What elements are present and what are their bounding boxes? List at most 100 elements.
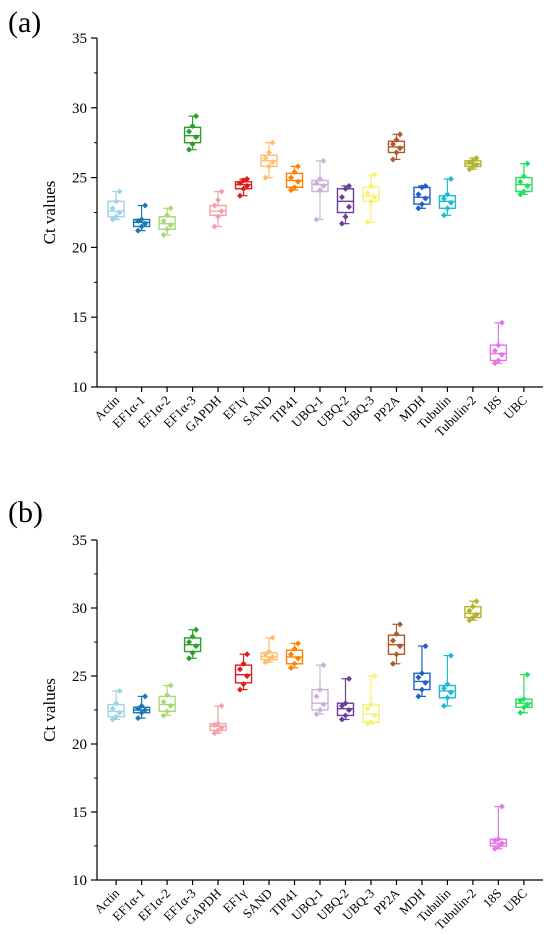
data-point	[345, 182, 352, 189]
data-point	[498, 840, 505, 847]
data-point	[320, 157, 327, 164]
y-axis-label: Ct values	[40, 181, 59, 245]
data-point	[491, 347, 498, 354]
box-PP2A	[387, 131, 406, 163]
data-point	[422, 195, 429, 202]
x-tick-label: SAND	[240, 886, 276, 922]
data-point	[415, 693, 422, 700]
data-point	[244, 175, 251, 182]
y-tick-label: 15	[72, 310, 87, 326]
data-point	[189, 141, 196, 148]
data-point	[524, 182, 531, 189]
data-point	[396, 643, 403, 650]
data-point	[393, 149, 400, 156]
data-point	[422, 643, 429, 650]
data-point	[415, 674, 422, 681]
data-point	[142, 693, 149, 700]
data-point	[345, 203, 352, 210]
box-EF1γ	[234, 175, 253, 199]
x-tick-label: 18S	[480, 393, 505, 418]
data-point	[338, 194, 345, 201]
data-point	[193, 113, 200, 120]
y-tick-label: 20	[72, 737, 87, 753]
data-point	[142, 220, 149, 227]
data-point	[342, 700, 349, 707]
box-Tubulin	[438, 175, 457, 219]
box-UBQ-1	[311, 157, 329, 223]
data-point	[142, 202, 149, 209]
data-point	[295, 178, 302, 185]
data-point	[240, 185, 247, 192]
data-point	[389, 637, 396, 644]
data-point	[320, 662, 327, 669]
data-point	[473, 162, 480, 169]
data-point	[498, 803, 505, 810]
data-point	[342, 213, 349, 220]
data-point	[211, 202, 218, 209]
data-point	[389, 141, 396, 148]
box-18S	[489, 319, 508, 367]
data-point	[342, 185, 349, 192]
box-Actin	[107, 188, 125, 223]
data-point	[367, 701, 374, 708]
box-Tubulin-2	[464, 155, 482, 173]
data-point	[135, 715, 142, 722]
data-point	[142, 707, 149, 713]
x-tick-label: UBC	[500, 886, 530, 916]
data-point	[320, 701, 327, 708]
data-point	[498, 351, 505, 358]
x-tick-label: PP2A	[371, 392, 403, 424]
box-Tubulin	[438, 652, 457, 709]
data-point	[418, 201, 425, 208]
data-point	[393, 630, 400, 637]
data-point	[389, 660, 396, 667]
data-point	[524, 160, 531, 167]
data-point	[160, 231, 167, 238]
data-point	[240, 660, 247, 667]
data-point	[320, 182, 327, 189]
data-point	[418, 686, 425, 693]
data-point	[473, 155, 480, 162]
data-point	[218, 208, 225, 215]
box-EF1α-2	[158, 682, 176, 719]
data-point	[189, 649, 196, 656]
data-point	[371, 712, 378, 719]
data-point	[396, 145, 403, 152]
data-point	[520, 704, 527, 711]
data-point	[244, 651, 251, 658]
chart-panel-a: (a) 10 15 20 25 30 35 Ct values Actin EF1α-1 EF1α…	[8, 6, 543, 440]
data-point	[266, 163, 273, 170]
box-SAND	[260, 634, 278, 666]
data-point	[440, 685, 447, 692]
data-point	[313, 711, 320, 718]
data-point	[109, 705, 116, 712]
data-point	[422, 182, 429, 189]
data-point	[218, 724, 225, 731]
data-point	[517, 697, 524, 704]
data-point	[116, 709, 123, 716]
data-point	[371, 673, 378, 679]
data-point	[396, 131, 403, 138]
data-point	[167, 682, 174, 689]
data-point	[342, 712, 349, 719]
box-rect	[311, 688, 329, 711]
data-point	[138, 702, 145, 709]
y-tick-label: 35	[72, 31, 87, 47]
x-tick-label: UBC	[500, 393, 530, 423]
y-tick-label: 10	[72, 380, 87, 396]
data-point	[313, 693, 320, 700]
data-point	[160, 217, 167, 224]
data-point	[367, 182, 374, 189]
data-point	[520, 188, 527, 195]
data-point	[164, 692, 171, 699]
data-point	[215, 213, 222, 220]
data-point	[444, 205, 451, 212]
data-point	[447, 175, 454, 182]
y-tick-label: 30	[72, 101, 87, 117]
box-UBQ-3	[362, 171, 380, 226]
data-point	[524, 701, 531, 708]
y-tick-label: 30	[72, 601, 87, 617]
data-point	[288, 651, 295, 658]
data-point	[295, 163, 302, 170]
data-point	[193, 626, 200, 633]
